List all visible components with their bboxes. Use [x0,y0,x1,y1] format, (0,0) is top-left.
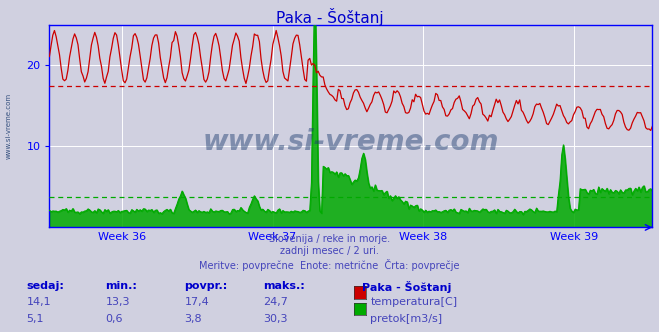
Text: zadnji mesec / 2 uri.: zadnji mesec / 2 uri. [280,246,379,256]
Text: Paka - Šoštanj: Paka - Šoštanj [275,8,384,26]
Text: povpr.:: povpr.: [185,281,228,290]
Text: www.si-vreme.com: www.si-vreme.com [5,93,12,159]
Text: Slovenija / reke in morje.: Slovenija / reke in morje. [269,234,390,244]
Text: 30,3: 30,3 [264,314,288,324]
Text: sedaj:: sedaj: [26,281,64,290]
Text: min.:: min.: [105,281,137,290]
Text: 5,1: 5,1 [26,314,44,324]
Text: temperatura[C]: temperatura[C] [370,297,457,307]
Text: 24,7: 24,7 [264,297,289,307]
Text: Meritve: povprečne  Enote: metrične  Črta: povprečje: Meritve: povprečne Enote: metrične Črta:… [199,259,460,271]
Text: 3,8: 3,8 [185,314,202,324]
Text: 13,3: 13,3 [105,297,130,307]
Text: www.si-vreme.com: www.si-vreme.com [203,128,499,156]
Text: 14,1: 14,1 [26,297,51,307]
Text: 0,6: 0,6 [105,314,123,324]
Text: 17,4: 17,4 [185,297,210,307]
Text: Paka - Šoštanj: Paka - Šoštanj [362,281,452,292]
Text: pretok[m3/s]: pretok[m3/s] [370,314,442,324]
Text: maks.:: maks.: [264,281,305,290]
